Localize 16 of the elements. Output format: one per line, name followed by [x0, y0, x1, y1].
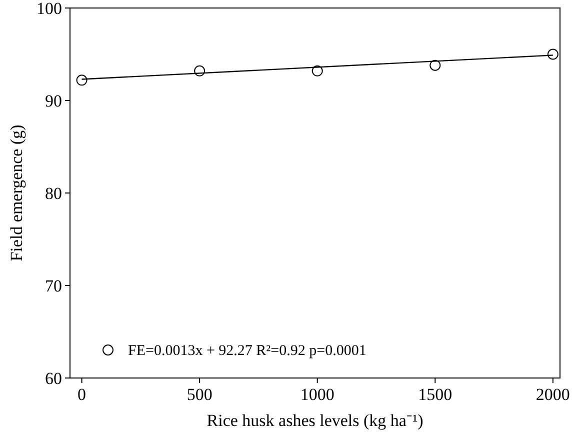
y-tick-label: 100: [36, 0, 62, 18]
point: [430, 60, 441, 71]
y-tick-label: 80: [45, 184, 62, 203]
y-axis-title: Field emergence (g): [7, 124, 26, 262]
point: [76, 74, 88, 86]
x-tick-label: 1000: [300, 385, 334, 404]
y-tick-label: 90: [45, 92, 62, 110]
y-tick-label: 60: [45, 369, 62, 388]
x-tick-label: 500: [186, 385, 212, 404]
x-tick-label: 1500: [418, 385, 452, 404]
point: [547, 48, 558, 60]
x-tick-label: 0: [78, 385, 86, 404]
legend-label: FE=0.0013x + 92.27 R²=0.92 p=0.0001: [128, 343, 366, 359]
x-tick-label: 2000: [536, 385, 570, 404]
y-tick-label: 70: [45, 276, 62, 296]
x-axis-title: Rice husk ashes levels (kg ha⁻¹): [206, 411, 424, 430]
